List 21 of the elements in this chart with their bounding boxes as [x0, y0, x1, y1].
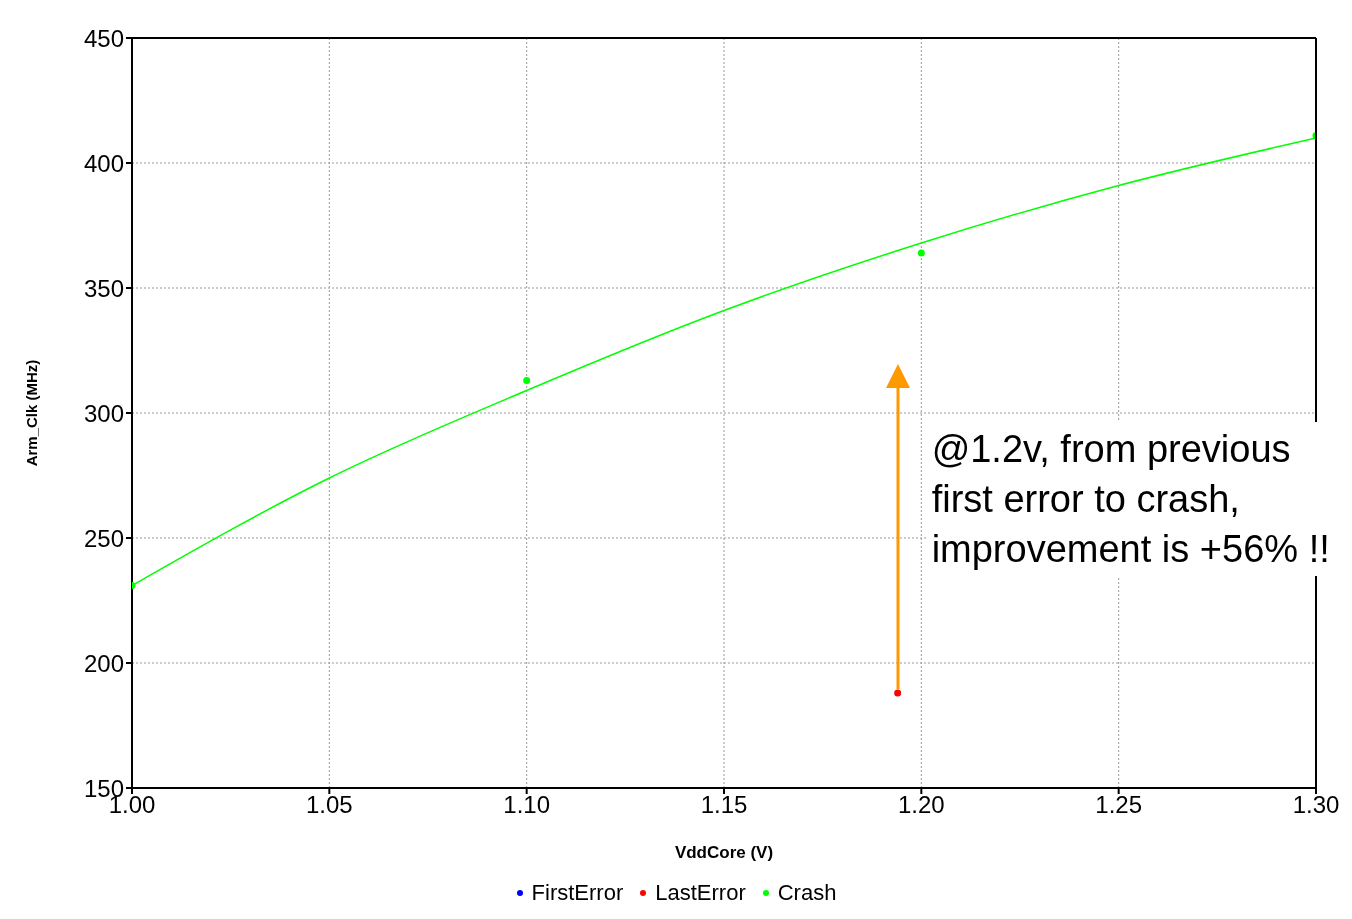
annotation: @1.2v, from previous first error to crash, improvement is +56% !! [925, 422, 1338, 576]
x-tick-label: 1.20 [897, 791, 945, 819]
point [523, 377, 531, 384]
legend-label: Crash [777, 880, 837, 906]
legend-label: LastError [655, 880, 746, 906]
x-tick-label: 1.30 [1292, 791, 1340, 819]
y-tick-label: 300 [83, 399, 124, 427]
legend-label: FirstError [531, 880, 624, 906]
y-tick-label: 400 [83, 149, 124, 177]
x-tick-label: 1.25 [1095, 791, 1143, 819]
x-tick-label: 1.05 [305, 791, 353, 819]
y-tick-label: 250 [83, 524, 124, 552]
y-tick-label: 200 [83, 649, 124, 677]
point [894, 689, 902, 697]
x-tick-label: 1.10 [503, 791, 551, 819]
y-tick-label: 450 [83, 24, 124, 52]
x-axis-title: VddCore (V) [674, 843, 774, 862]
y-tick-label: 350 [83, 274, 124, 302]
y-axis-title: Arm_Clk (MHz) [23, 359, 41, 467]
x-tick-label: 1.15 [700, 791, 748, 819]
point [917, 249, 925, 257]
